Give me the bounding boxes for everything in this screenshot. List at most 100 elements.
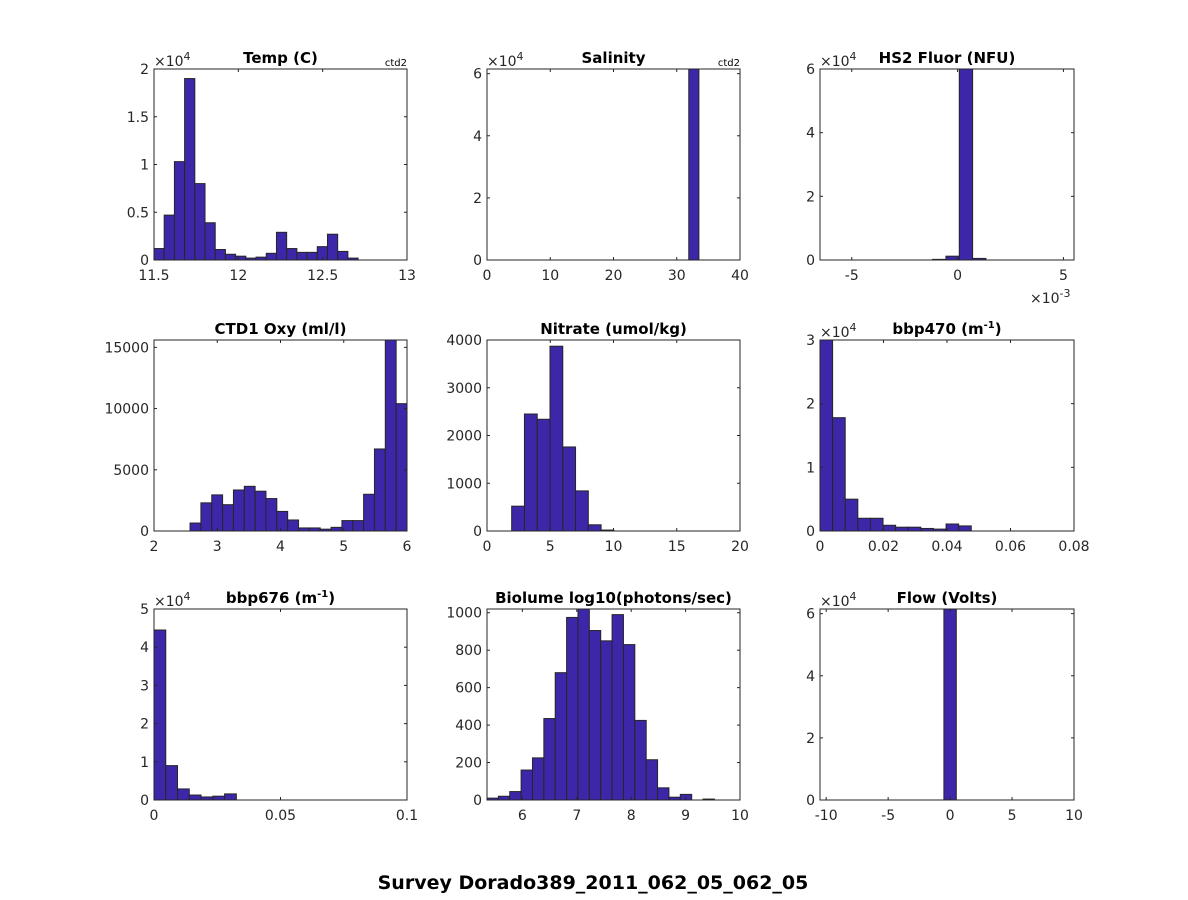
axes-box xyxy=(819,68,1075,261)
y-tick-label: 2 xyxy=(806,397,815,413)
y-axis-multiplier: ×104 xyxy=(820,50,857,70)
x-tick-label: 13 xyxy=(398,268,416,284)
x-tick-label: 0 xyxy=(483,268,492,284)
y-tick-label: 3 xyxy=(806,333,815,349)
y-tick-label: 0 xyxy=(140,524,149,540)
histogram-bar xyxy=(235,255,247,261)
histogram-bar xyxy=(204,222,216,261)
x-tick-label: 6 xyxy=(518,808,527,824)
y-tick-label: 2 xyxy=(140,62,149,78)
y-axis-multiplier: ×104 xyxy=(154,50,191,70)
y-multiplier-base: ×10 xyxy=(154,594,184,610)
x-axis-multiplier: ×10-3 xyxy=(1030,287,1071,307)
histogram-bar xyxy=(211,494,224,532)
panel-title-text: bbp470 (m xyxy=(892,320,983,338)
panel-title: bbp676 (m-1) xyxy=(226,589,335,607)
x-tick-label: 0 xyxy=(483,539,492,555)
histogram-bar xyxy=(222,504,234,532)
x-tick-label: 0 xyxy=(953,268,962,284)
histogram-bar xyxy=(384,339,397,532)
y-tick-label: 4 xyxy=(140,640,149,656)
histogram-bar xyxy=(907,526,922,532)
y-tick-label: 0 xyxy=(140,253,149,269)
y-tick-label: 4000 xyxy=(446,333,482,349)
histogram-bar xyxy=(520,769,533,801)
y-tick-label: 5000 xyxy=(113,463,149,479)
panel-note: ctd2 xyxy=(385,58,407,69)
y-multiplier-base: ×10 xyxy=(487,54,517,70)
x-tick-label: 10 xyxy=(605,539,623,555)
histogram-bar xyxy=(562,446,577,532)
histogram-bar xyxy=(895,526,909,532)
histogram-bar xyxy=(945,523,960,532)
histogram-bar xyxy=(373,448,386,532)
panel-title: Temp (C) xyxy=(243,49,318,67)
histogram-bar xyxy=(577,608,590,801)
y-tick-label: 6 xyxy=(806,607,815,623)
histogram-bar xyxy=(523,413,538,532)
panel-title: Salinity xyxy=(582,49,646,67)
y-multiplier-exponent: 4 xyxy=(850,321,857,334)
histogram-bar xyxy=(549,345,564,532)
x-tick-label: 10 xyxy=(1065,808,1083,824)
x-tick-label: 30 xyxy=(668,268,686,284)
histogram-bar xyxy=(543,718,556,801)
histogram-bar xyxy=(265,252,277,261)
panel-title-text: Flow (Volts) xyxy=(897,589,998,607)
y-tick-label: 2 xyxy=(140,717,149,733)
histogram-bar xyxy=(254,490,267,532)
y-tick-label: 2 xyxy=(806,731,815,747)
x-tick-label: 12 xyxy=(229,268,247,284)
y-tick-label: 15000 xyxy=(104,340,149,356)
panel-title: CTD1 Oxy (ml/l) xyxy=(215,320,347,338)
y-tick-label: 200 xyxy=(455,756,482,772)
x-tick-label: 5 xyxy=(1008,808,1017,824)
histogram-bar xyxy=(189,522,202,532)
x-tick-label: 6 xyxy=(403,539,412,555)
panel-title-text: CTD1 Oxy (ml/l) xyxy=(215,320,347,338)
y-tick-label: 0 xyxy=(806,524,815,540)
panel-title-superscript: -1 xyxy=(317,589,328,600)
y-tick-label: 600 xyxy=(455,681,482,697)
axes-background xyxy=(820,340,1074,531)
histogram-bar xyxy=(943,608,957,801)
histogram-bar xyxy=(587,524,602,532)
histogram-bar xyxy=(622,644,636,801)
histogram-bar xyxy=(214,248,226,261)
x-tick-label: 0 xyxy=(150,808,159,824)
panel-note: ctd2 xyxy=(718,58,740,69)
x-tick-label: 12.5 xyxy=(307,268,338,284)
x-tick-label: 0.08 xyxy=(1058,539,1089,555)
panel-title: HS2 Fluor (NFU) xyxy=(879,49,1016,67)
histogram-bar xyxy=(832,417,846,532)
y-tick-label: 2 xyxy=(473,191,482,207)
y-tick-label: 0 xyxy=(473,793,482,809)
y-multiplier-exponent: 4 xyxy=(850,50,857,63)
histogram-bar xyxy=(869,517,884,532)
histogram-bar xyxy=(819,339,834,532)
axes-background xyxy=(154,609,407,800)
histogram-bar xyxy=(531,757,545,801)
y-tick-label: 1 xyxy=(140,158,149,174)
y-axis-multiplier: ×104 xyxy=(487,50,524,70)
histogram-bar xyxy=(844,498,859,532)
x-tick-label: 5 xyxy=(546,539,555,555)
histogram-bar xyxy=(177,788,190,801)
x-tick-label: 2 xyxy=(150,539,159,555)
x-tick-label: 0.04 xyxy=(931,539,962,555)
x-multiplier-exponent: -3 xyxy=(1060,287,1071,300)
histogram-bar xyxy=(265,498,278,532)
y-tick-label: 1.5 xyxy=(127,110,149,126)
x-tick-label: 5 xyxy=(1059,268,1068,284)
y-multiplier-base: ×10 xyxy=(820,594,850,610)
panel-title-text: Salinity xyxy=(582,49,646,67)
histogram-bar xyxy=(657,787,670,801)
y-axis-multiplier: ×104 xyxy=(820,321,857,341)
y-axis-multiplier: ×104 xyxy=(820,590,857,610)
histogram-bar xyxy=(326,233,339,261)
histogram-bar xyxy=(232,489,245,532)
x-tick-label: 3 xyxy=(213,539,222,555)
axes-background xyxy=(487,69,740,260)
histogram-bar xyxy=(337,250,349,261)
